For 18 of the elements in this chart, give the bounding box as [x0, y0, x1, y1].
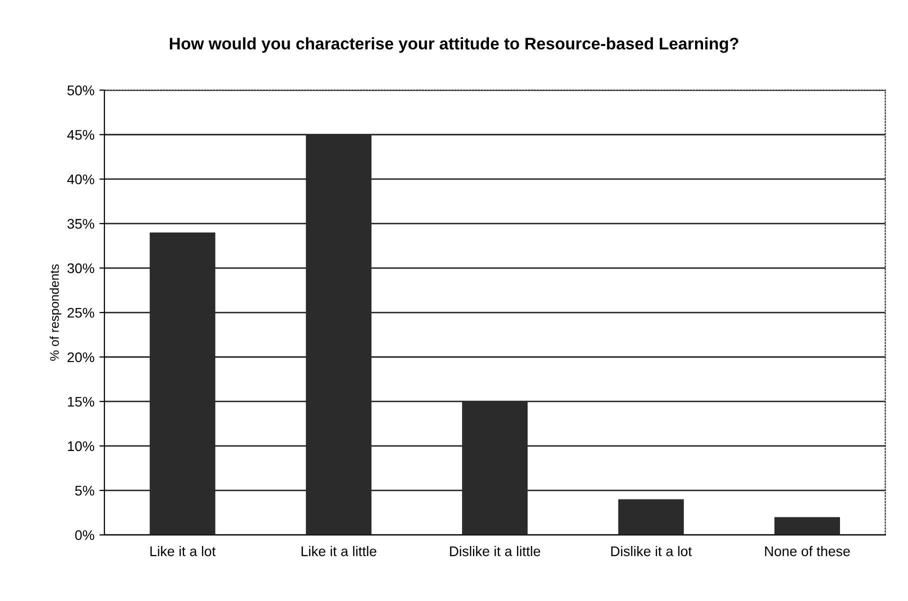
x-tick-label: Like it a lot: [150, 546, 216, 556]
y-tick-label: 40%: [67, 174, 94, 184]
x-tick-label: Dislike it a lot: [611, 546, 692, 556]
y-axis-title: % of respondents: [50, 264, 62, 361]
x-tick-label: None of these: [765, 546, 850, 556]
y-tick-label: 5%: [75, 486, 94, 496]
y-tick-label: 25%: [68, 308, 94, 318]
y-tick-label: 45%: [67, 130, 94, 140]
chart-title: How would you characterise your attitude to Resource-based Learning?: [170, 37, 738, 53]
x-tick-label: Dislike it a little: [450, 546, 540, 556]
y-tick-label: 15%: [68, 396, 94, 407]
y-tick-label: 0%: [75, 530, 94, 540]
y-tick-label: 20%: [68, 352, 94, 362]
y-tick-label: 10%: [68, 441, 94, 452]
x-tick-label: Like it a little: [302, 546, 376, 556]
y-tick-label: 50%: [67, 85, 94, 96]
y-tick-label: 30%: [67, 263, 94, 274]
y-tick-label: 35%: [67, 218, 94, 229]
